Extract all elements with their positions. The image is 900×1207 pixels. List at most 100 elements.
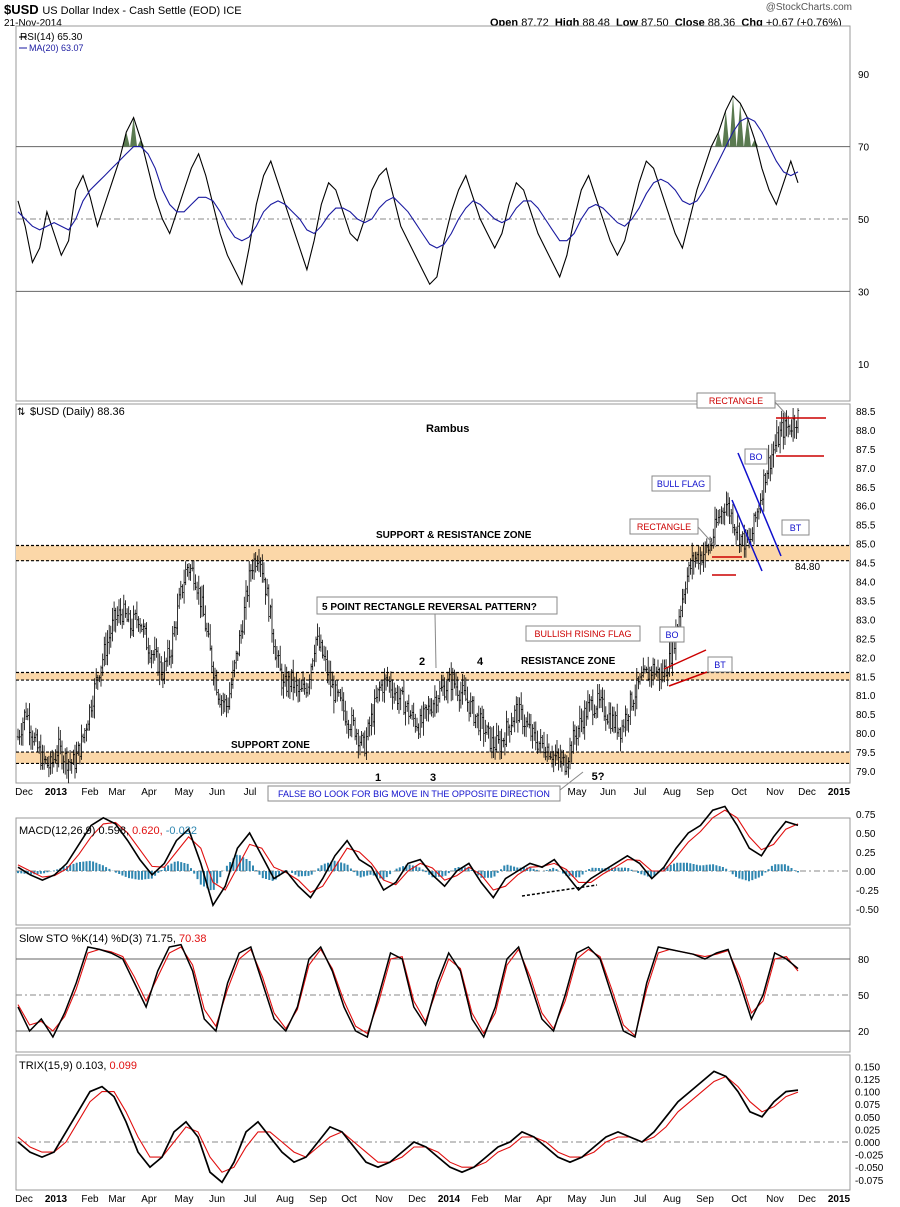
trix-tick-label: -0.050 — [855, 1163, 884, 1174]
sto-tick-label: 20 — [858, 1027, 870, 1038]
panel-frames — [15, 25, 851, 1191]
trix-tick-label: -0.075 — [855, 1176, 884, 1187]
panel-frame-rsi — [15, 25, 851, 402]
bottom-xaxis-label: Jul — [244, 1194, 257, 1205]
bottom-xaxis-label: Aug — [276, 1194, 294, 1205]
rising-flag-lower-line — [668, 671, 708, 687]
price-tick-label: 81.0 — [856, 691, 876, 702]
price-xaxis-label: Nov — [766, 787, 784, 798]
price-xaxis-label: Feb — [81, 787, 99, 798]
macd-tick-label: 0.75 — [856, 810, 876, 821]
macd-signal-line — [17, 809, 799, 893]
price-tick-label: 86.0 — [856, 502, 876, 513]
price-xaxis-label: Jun — [209, 787, 225, 798]
price-xaxis-label: Jul — [244, 787, 257, 798]
annotation-bt-top-text: BT — [790, 523, 802, 533]
annotation-five-point-pointer — [434, 613, 437, 669]
price-xaxis-label: Sep — [696, 787, 714, 798]
macd-legend: MACD(12,26,9) 0.598, 0.620, -0.022 — [19, 825, 197, 837]
zone-band-2 — [16, 752, 850, 764]
bottom-xaxis-label: Mar — [108, 1194, 126, 1205]
bull-flag-upper-line — [737, 452, 782, 557]
annotation-point-pt2: 2 — [419, 656, 425, 668]
price-tick-label: 79.5 — [856, 748, 876, 759]
price-xaxis-label: 2015 — [828, 787, 851, 798]
bottom-xaxis-label: Aug — [663, 1194, 681, 1205]
trix-tick-label: 0.000 — [855, 1138, 880, 1149]
annotation-rectangle-mid-pointer — [697, 526, 717, 548]
bottom-xaxis-label: Sep — [696, 1194, 714, 1205]
level-8480-label: 84.80 — [795, 562, 820, 573]
price-tick-label: 85.0 — [856, 540, 876, 551]
annotation-rectangle-mid-box — [629, 518, 699, 535]
price-xaxis-label: May — [568, 787, 587, 798]
macd-divergence-line — [521, 884, 598, 897]
bottom-xaxis-label: Dec — [15, 1194, 33, 1205]
bottom-xaxis-label: May — [175, 1194, 194, 1205]
trix-tick-label: 0.050 — [855, 1113, 880, 1124]
bottom-xaxis-label: 2013 — [45, 1194, 68, 1205]
price-tick-label: 88.0 — [856, 426, 876, 437]
price-tick-label: 85.5 — [856, 521, 876, 532]
sto-legend-value: 71.75, — [145, 933, 179, 945]
annotation-false-bo-box — [267, 785, 561, 802]
annotation-point-pt1: 1 — [375, 772, 381, 784]
zone-label-resistance: RESISTANCE ZONE — [521, 656, 616, 667]
annotation-point-pt5: 5? — [592, 771, 605, 783]
sto-d-line — [17, 946, 799, 1037]
zone-band-1 — [16, 672, 850, 681]
price-tick-label: 86.5 — [856, 483, 876, 494]
symbol: $USD — [4, 2, 39, 17]
macd-tick-label: 0.25 — [856, 848, 876, 859]
sto-panel: 20 50 80 Slow STO %K(14) %D(3) 71.75, 70.38 — [16, 933, 870, 1039]
rsi-ma-legend: MA(20) 63.07 — [29, 43, 84, 53]
stockcharts-logo: @StockCharts.com — [765, 2, 852, 13]
bottom-xaxis-label: 2015 — [828, 1194, 851, 1205]
sto-legend-prefix: Slow STO %K(14) %D(3) — [19, 933, 145, 945]
bottom-xaxis-label: Jul — [634, 1194, 647, 1205]
annotation-point-pt4: 4 — [477, 656, 484, 668]
annotation-rectangle-top-box — [696, 392, 776, 409]
macd-panel: 0.75 0.50 0.25 0.00 -0.25 -0.50 MACD(12,26,9) … — [16, 805, 879, 916]
sto-tick-label: 50 — [858, 991, 870, 1002]
annotation-bullish-rising-flag-box — [525, 625, 641, 642]
trix-legend-value: 0.099 — [110, 1060, 138, 1072]
price-xaxis-label: Dec — [15, 787, 33, 798]
trix-tick-label: 0.100 — [855, 1088, 880, 1099]
trix-tick-label: 0.075 — [855, 1100, 880, 1111]
chart-date: 21-Nov-2014 — [4, 18, 62, 29]
price-tick-label: 81.5 — [856, 672, 876, 683]
price-tick-label: 87.5 — [856, 445, 876, 456]
annotation-bo-top-box — [744, 448, 768, 465]
macd-legend-prefix: MACD(12,26,9) — [19, 825, 98, 837]
price-tick-label: 88.5 — [856, 407, 876, 418]
zone-band-0 — [16, 545, 850, 561]
price-legend: $USD (Daily) 88.36 — [30, 406, 125, 418]
bottom-xaxis-label: Nov — [375, 1194, 393, 1205]
bottom-xaxis-label: Feb — [81, 1194, 99, 1205]
rsi-line — [17, 94, 799, 286]
watermark: Rambus — [426, 423, 469, 435]
rsi-ma-line — [17, 116, 799, 249]
price-tick-label: 79.0 — [856, 767, 876, 778]
trix-legend-prefix: TRIX(15,9) — [19, 1060, 76, 1072]
annotation-point-pt3: 3 — [430, 772, 436, 784]
annotation-bullish-rising-flag-text: BULLISH RISING FLAG — [534, 629, 631, 639]
bottom-xaxis-label: Oct — [341, 1194, 357, 1205]
rsi-legend: RSI(14) 65.30 — [20, 32, 83, 43]
annotation-false-bo-pointer — [559, 771, 584, 791]
macd-legend-value: 0.620, — [132, 825, 166, 837]
price-tick-label: 87.0 — [856, 464, 876, 475]
rsi-tick-label: 30 — [858, 287, 870, 298]
bottom-xaxis-label: Apr — [141, 1194, 157, 1205]
bottom-xaxis-label: Nov — [766, 1194, 784, 1205]
rising-flag-upper-line — [663, 649, 707, 670]
zone-label-sr: SUPPORT & RESISTANCE ZONE — [376, 530, 532, 541]
macd-tick-label: -0.50 — [856, 905, 879, 916]
annotation-bull-flag-text: BULL FLAG — [657, 479, 705, 489]
bottom-xaxis-label: Jun — [209, 1194, 225, 1205]
bottom-xaxis-label: Jun — [600, 1194, 616, 1205]
macd-legend-value: -0.022 — [166, 825, 197, 837]
chart-title: $USD US Dollar Index - Cash Settle (EOD)… — [4, 2, 242, 17]
